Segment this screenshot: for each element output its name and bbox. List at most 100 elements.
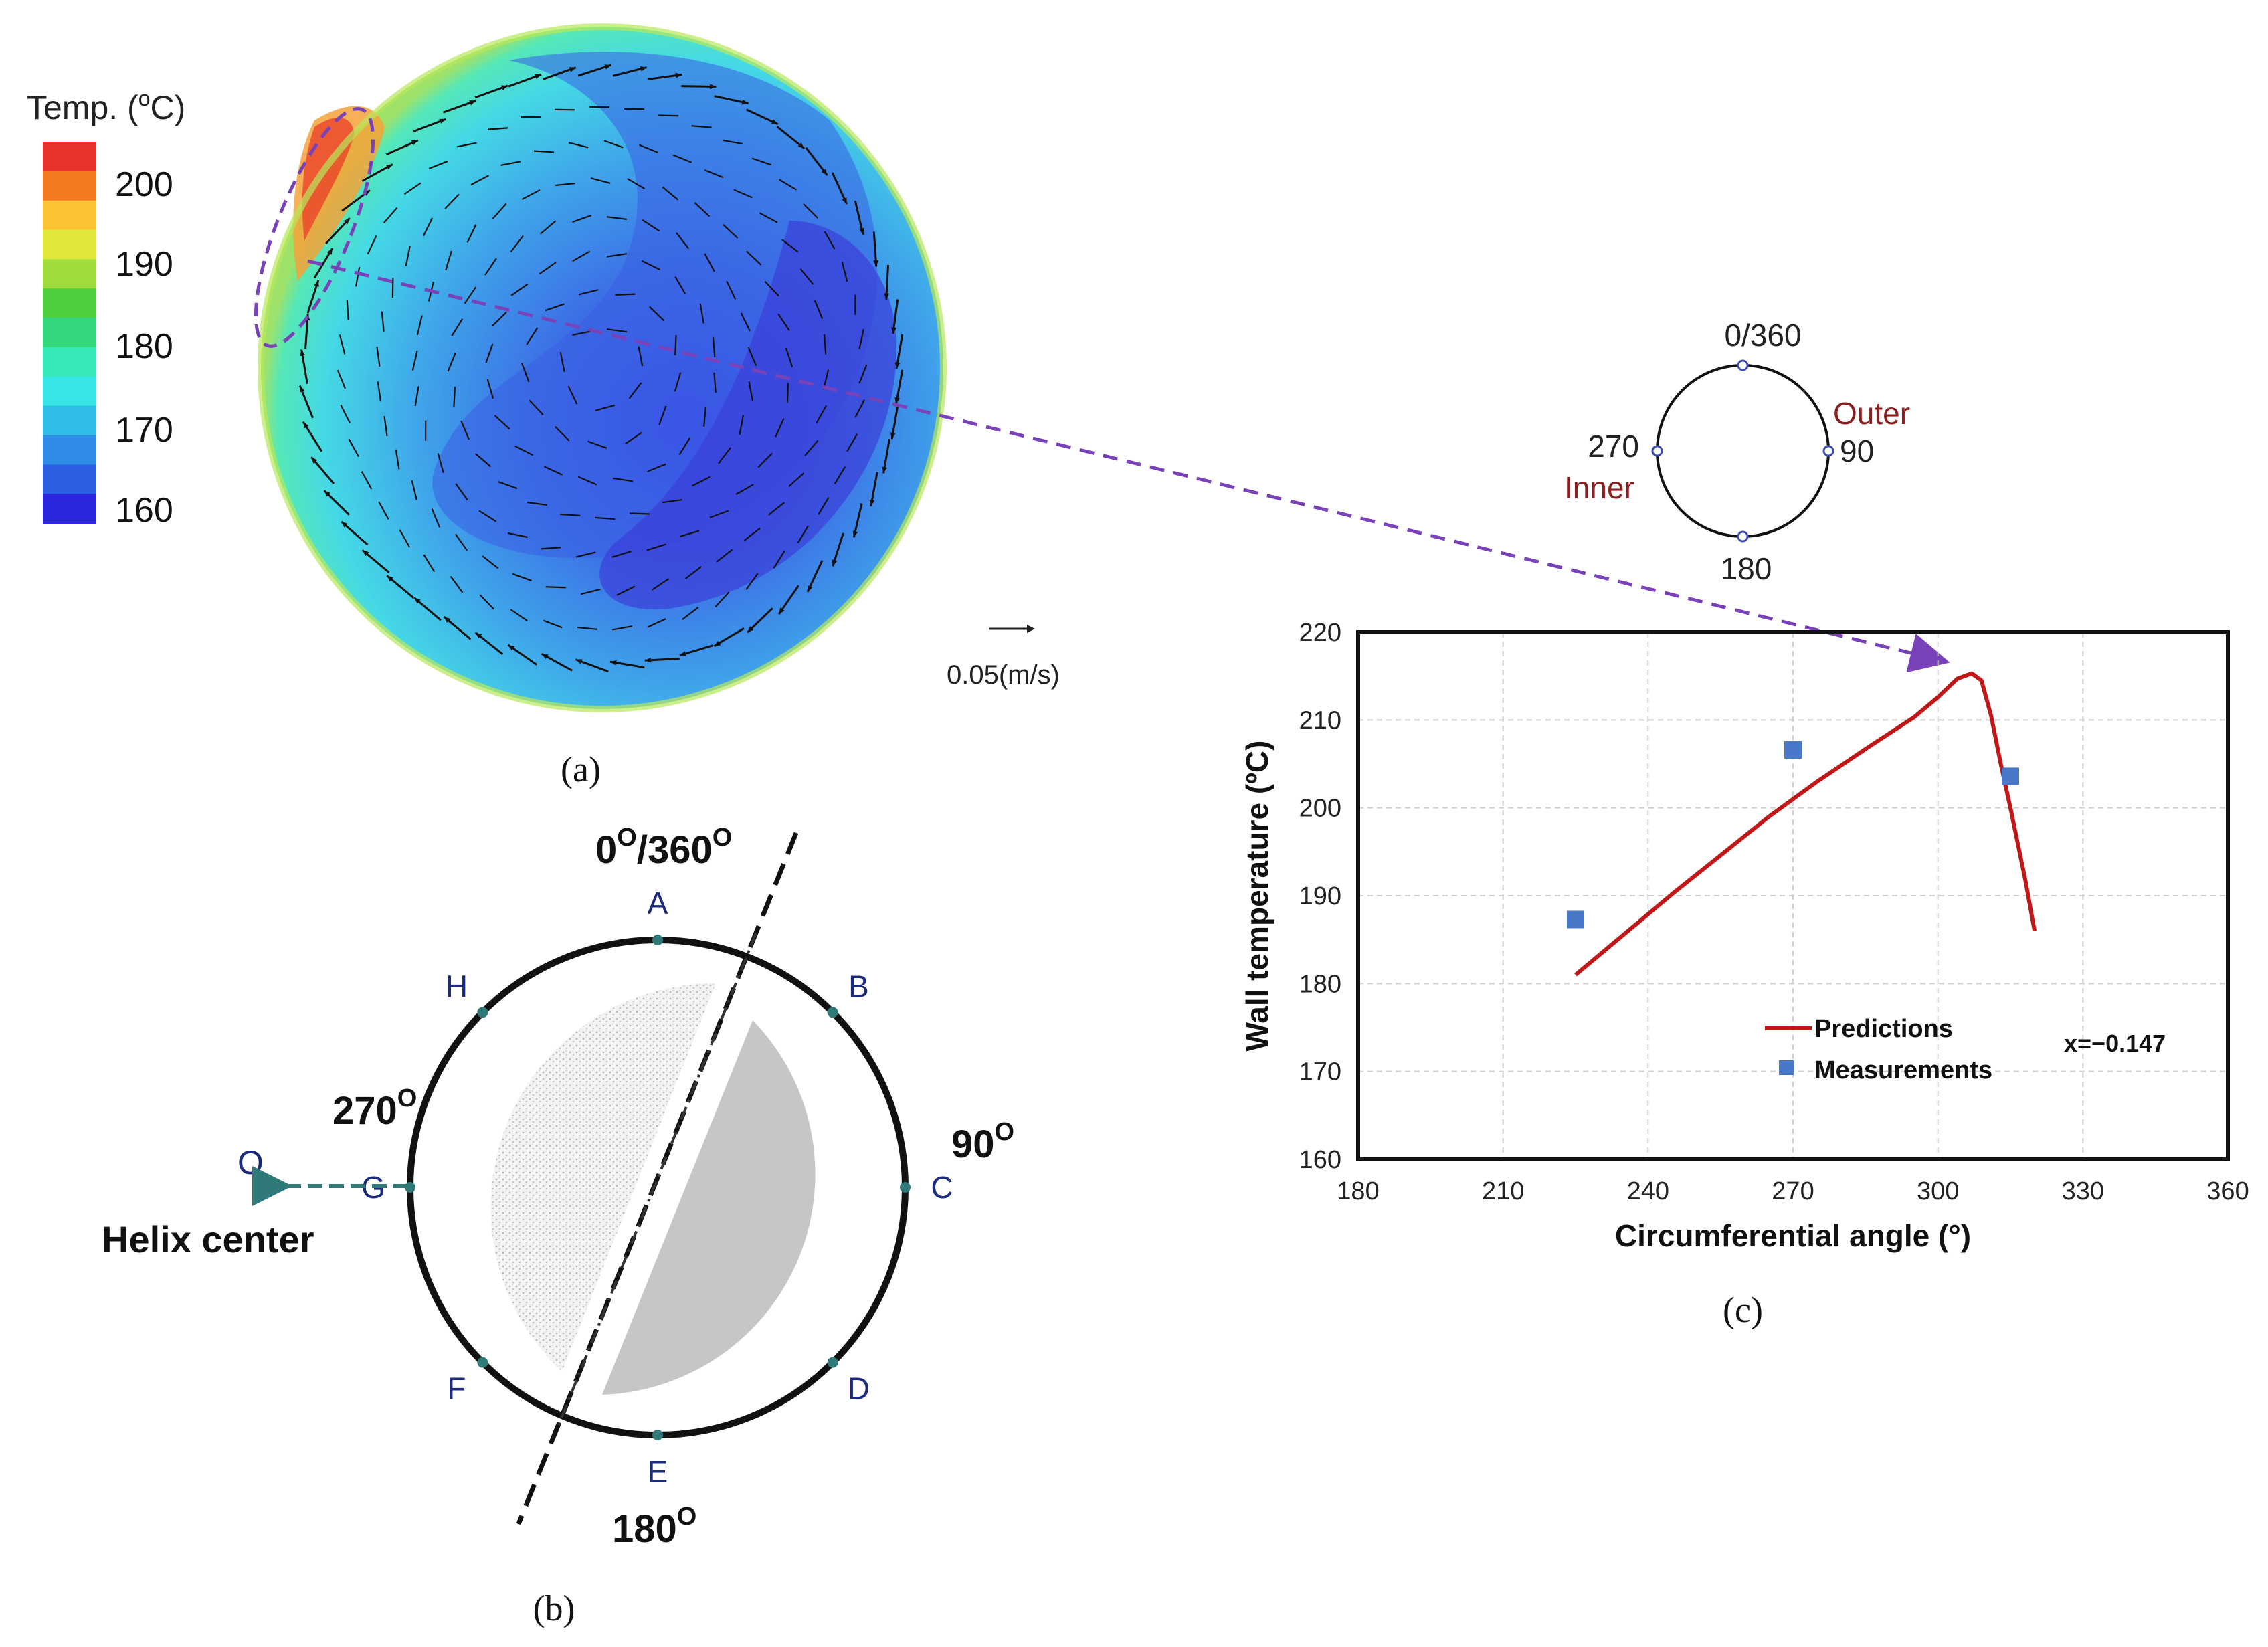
orientation-inner-label: Inner: [1564, 470, 1634, 505]
x-tick-label: 300: [1917, 1177, 1959, 1205]
velocity-vector: [733, 189, 753, 199]
x-tick-label: 210: [1482, 1177, 1524, 1205]
velocity-vector: [399, 529, 411, 548]
velocity-arrowhead: [890, 432, 896, 440]
angle-label-left: 270O: [333, 1084, 417, 1133]
velocity-vector: [715, 591, 730, 608]
velocity-vector: [484, 258, 497, 276]
y-tick-label: 190: [1299, 882, 1341, 910]
velocity-vector: [674, 334, 677, 356]
velocity-vector: [514, 445, 534, 456]
velocity-vector: [841, 262, 848, 282]
velocity-vector: [611, 551, 632, 558]
orientation-label-left: 270: [1588, 429, 1639, 464]
velocity-vector: [589, 106, 610, 108]
y-axis-label: Wall temperature (ºC): [1240, 741, 1274, 1052]
wall-point: [827, 1357, 838, 1368]
velocity-vector: [572, 215, 592, 223]
velocity-vector: [768, 502, 785, 516]
x-axis-label: Circumferential angle (°): [1615, 1218, 1971, 1253]
velocity-vector: [580, 588, 601, 595]
velocity-arrowhead: [609, 660, 617, 666]
velocity-vector: [764, 280, 779, 297]
helix-center-label: Helix center: [102, 1218, 314, 1260]
colorbar-segment: [43, 376, 96, 407]
velocity-vector: [554, 425, 570, 442]
velocity-vector: [716, 549, 733, 563]
velocity-vector: [488, 127, 508, 130]
velocity-arrowhead: [444, 617, 451, 623]
velocity-vector: [376, 346, 381, 367]
colorbar-segment: [43, 259, 96, 290]
velocity-arrowhead: [300, 349, 306, 357]
x-tick-label: 330: [2062, 1177, 2104, 1205]
connector-arrow: [307, 259, 1950, 673]
legend-title: Temp. (oC): [27, 86, 185, 126]
velocity-vector: [560, 513, 581, 516]
velocity-vector: [494, 415, 510, 430]
wall-point-label: C: [931, 1170, 953, 1205]
velocity-vector: [647, 463, 666, 472]
velocity-arrowhead: [541, 654, 549, 660]
legend-swatch-measurements: [1779, 1060, 1794, 1075]
velocity-vector: [340, 404, 351, 423]
wall-point-label: D: [848, 1371, 870, 1406]
velocity-vector: [704, 169, 724, 179]
wall-points: ABCDEFGH: [361, 886, 953, 1489]
colorbar-segment: [43, 464, 96, 495]
velocity-arrowhead: [675, 72, 682, 78]
y-tick-label: 210: [1299, 706, 1341, 735]
velocity-vector: [662, 498, 682, 504]
velocity-vector: [858, 364, 868, 384]
velocity-vector: [759, 212, 778, 223]
velocity-vector: [824, 231, 836, 250]
velocity-arrowhead: [343, 218, 350, 225]
velocity-arrowhead: [894, 362, 901, 369]
velocity-vector: [747, 347, 757, 366]
chart-annotation: x=−0.147: [2064, 1030, 2166, 1057]
velocity-vector: [674, 372, 682, 392]
colorbar-tick-labels: 200 190 180 170 160: [115, 165, 173, 530]
series-lines: [1574, 671, 2037, 977]
velocity-vector: [470, 175, 490, 186]
velocity-vector: [555, 182, 575, 187]
velocity-vector: [757, 452, 773, 468]
velocity-vector: [348, 438, 359, 458]
velocity-vector: [527, 501, 547, 506]
velocity-vector: [431, 508, 441, 528]
velocity-arrowhead: [771, 119, 778, 124]
velocity-vector: [641, 260, 660, 270]
caption-a: (a): [561, 749, 601, 789]
velocity-arrowhead: [314, 280, 319, 287]
velocity-arrowhead: [808, 585, 813, 592]
velocity-vector: [658, 114, 679, 117]
velocity-vector: [451, 318, 464, 336]
velocity-vectors: [298, 64, 904, 673]
orientation-label-bottom: 180: [1721, 551, 1772, 586]
velocity-arrowhead: [644, 657, 652, 663]
velocity-vector: [529, 399, 544, 415]
velocity-vector: [411, 351, 418, 371]
velocity-vector: [416, 315, 423, 336]
wall-point: [652, 935, 663, 945]
velocity-vector: [799, 268, 814, 285]
velocity-vector: [603, 140, 624, 149]
orientation-label-top: 0/360: [1724, 318, 1801, 353]
velocity-arrowhead: [714, 640, 721, 646]
velocity-vector: [722, 223, 739, 239]
chart-legend: Predictions Measurements: [1765, 1015, 1992, 1084]
velocity-arrowhead: [604, 64, 611, 70]
velocity-arrowhead: [575, 659, 583, 664]
orientation-dot-top: [1737, 359, 1749, 371]
velocity-arrowhead: [439, 118, 446, 124]
velocity-arrowhead: [300, 385, 305, 393]
velocity-vector: [337, 369, 347, 389]
velocity-vector: [704, 253, 715, 272]
velocity-vector: [699, 303, 704, 324]
velocity-vector: [718, 447, 731, 464]
field-rim: [258, 23, 947, 712]
orientation-ring: [1656, 364, 1830, 538]
velocity-vector: [454, 533, 468, 551]
velocity-vector: [788, 472, 805, 487]
